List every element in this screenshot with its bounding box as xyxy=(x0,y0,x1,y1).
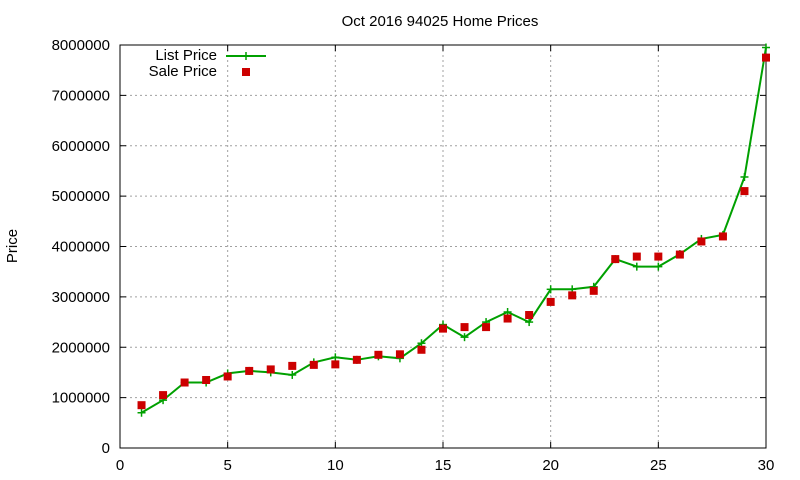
sale-price-point xyxy=(180,378,189,387)
sale-price-point xyxy=(460,323,469,332)
legend-label-sale-price: Sale Price xyxy=(149,63,217,80)
sale-price-point xyxy=(632,252,641,261)
sale-price-point xyxy=(309,360,318,369)
sale-price-point xyxy=(611,255,620,264)
x-tick-label: 10 xyxy=(327,457,344,474)
y-tick-label: 3000000 xyxy=(52,289,110,306)
list-price-line xyxy=(140,47,767,414)
list-price-point xyxy=(654,262,663,271)
sale-price-point xyxy=(288,361,297,370)
tick-labels: 0 5 10 15 20 25 30 0 1000000 2000000 3000000 400000… xyxy=(52,37,775,474)
x-tick-label: 15 xyxy=(435,457,452,474)
y-axis-label: Price xyxy=(4,229,21,263)
y-tick-label: 7000000 xyxy=(52,87,110,104)
sale-price-point xyxy=(546,297,555,306)
sale-price-point xyxy=(525,311,534,320)
y-tick-label: 8000000 xyxy=(52,37,110,54)
sale-price-point xyxy=(137,401,146,410)
list-price-point xyxy=(460,333,469,342)
y-tick-label: 5000000 xyxy=(52,188,110,205)
y-tick-label: 0 xyxy=(102,440,110,457)
list-price-point xyxy=(331,353,340,362)
list-price-point xyxy=(762,43,770,52)
y-tick-label: 1000000 xyxy=(52,390,110,407)
list-price-point xyxy=(740,172,749,181)
y-tick-label: 2000000 xyxy=(52,339,110,356)
legend: List Price Sale Price xyxy=(149,47,266,80)
sale-price-point xyxy=(718,232,727,241)
list-price-point xyxy=(632,262,641,271)
sale-price-point xyxy=(762,53,770,62)
legend-marker-list-price xyxy=(242,52,250,60)
sale-price-point xyxy=(395,350,404,359)
series-layer xyxy=(137,43,770,417)
y-tick-label: 4000000 xyxy=(52,239,110,256)
sale-price-point xyxy=(352,355,361,364)
sale-price-point xyxy=(503,314,512,323)
list-price-point xyxy=(137,408,146,417)
sale-price-point xyxy=(654,252,663,261)
x-tick-label: 0 xyxy=(116,457,124,474)
sale-price-point xyxy=(331,360,340,369)
sale-price-point xyxy=(439,324,447,333)
sale-price-point xyxy=(675,250,684,259)
sale-price-point xyxy=(697,237,706,246)
sale-price-point xyxy=(245,366,254,375)
sale-price-point xyxy=(568,291,577,300)
axes xyxy=(119,44,767,449)
sale-price-point xyxy=(266,365,275,374)
grid-lines xyxy=(120,45,766,448)
x-tick-label: 20 xyxy=(542,457,559,474)
list-price-point xyxy=(525,318,534,327)
sale-price-point xyxy=(202,375,211,384)
sale-price-point xyxy=(589,286,598,295)
legend-label-list-price: List Price xyxy=(155,47,217,64)
sale-price-point xyxy=(417,345,426,354)
x-tick-label: 25 xyxy=(650,457,667,474)
sale-price-point xyxy=(740,187,749,196)
sale-price-point xyxy=(223,372,232,381)
sale-price-point xyxy=(482,323,491,332)
list-price-point xyxy=(288,370,297,379)
x-tick-label: 5 xyxy=(223,457,231,474)
chart-title: Oct 2016 94025 Home Prices xyxy=(342,13,539,30)
legend-marker-sale-price xyxy=(242,68,250,76)
list-price-point xyxy=(546,285,555,294)
sale-price-point xyxy=(159,391,168,400)
x-tick-label: 30 xyxy=(758,457,775,474)
y-tick-label: 6000000 xyxy=(52,138,110,155)
sale-price-point xyxy=(374,350,383,359)
